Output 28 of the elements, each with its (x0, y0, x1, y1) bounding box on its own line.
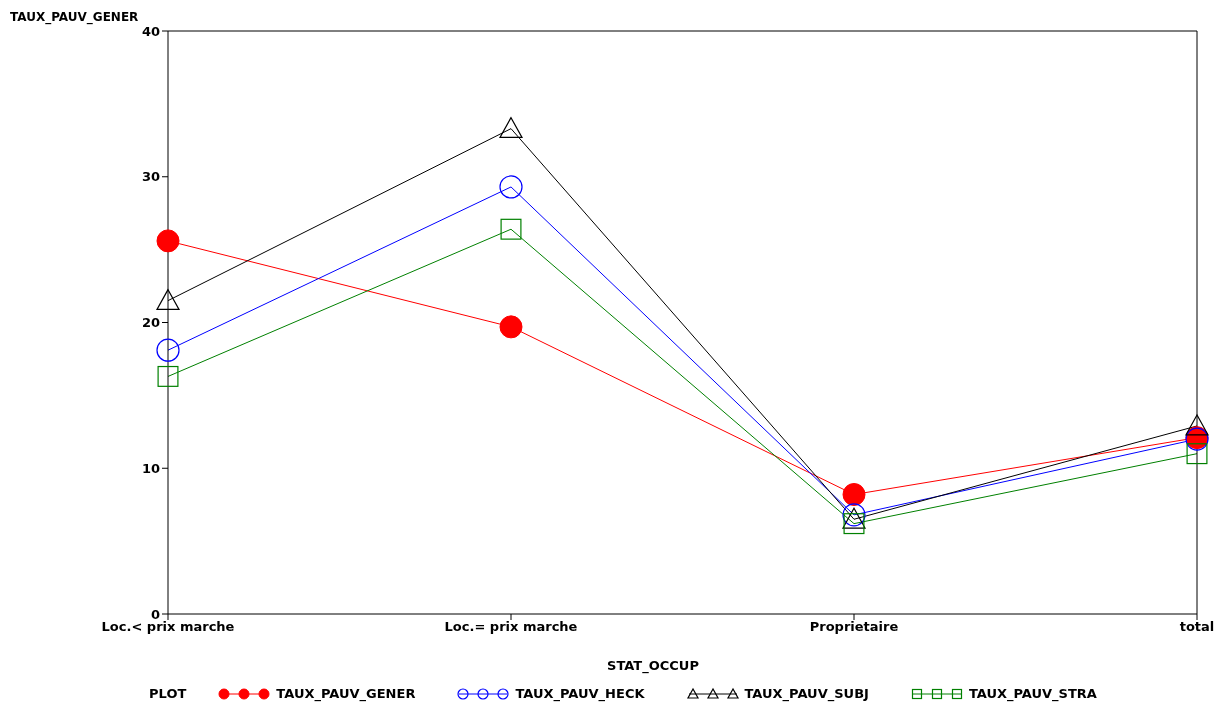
y-tick-label: 30 (141, 169, 160, 185)
point (156, 338, 180, 362)
point (156, 229, 180, 253)
point (500, 218, 522, 240)
x-axis-title: STAT_OCCUP (606, 658, 700, 673)
x-tick-label: total (1179, 619, 1215, 635)
y-axis-title: TAUX_PAUV_GENER (10, 10, 139, 24)
y-tick-label: 40 (141, 23, 160, 39)
y-tick-label: 0 (150, 606, 160, 622)
x-tick-label: Loc.< prix marche (101, 619, 235, 635)
point (499, 175, 523, 199)
y-tick-label: 20 (141, 315, 160, 331)
point (842, 482, 866, 506)
point (157, 365, 179, 387)
point (843, 513, 865, 535)
point (1185, 414, 1209, 436)
point (499, 315, 523, 339)
x-tick-label: Proprietaire (809, 619, 899, 635)
point (156, 289, 180, 311)
x-tick-label: Loc.= prix marche (444, 619, 578, 635)
legend-label: TAUX_PAUV_SUBJ (744, 686, 869, 701)
legend-label: TAUX_PAUV_GENER (276, 686, 416, 701)
point (499, 117, 523, 139)
legend-label: TAUX_PAUV_STRA (968, 686, 1097, 701)
point (1186, 443, 1208, 465)
legend-title: PLOT (149, 686, 187, 701)
legend-label: TAUX_PAUV_HECK (515, 686, 645, 701)
y-tick-label: 10 (141, 460, 160, 476)
